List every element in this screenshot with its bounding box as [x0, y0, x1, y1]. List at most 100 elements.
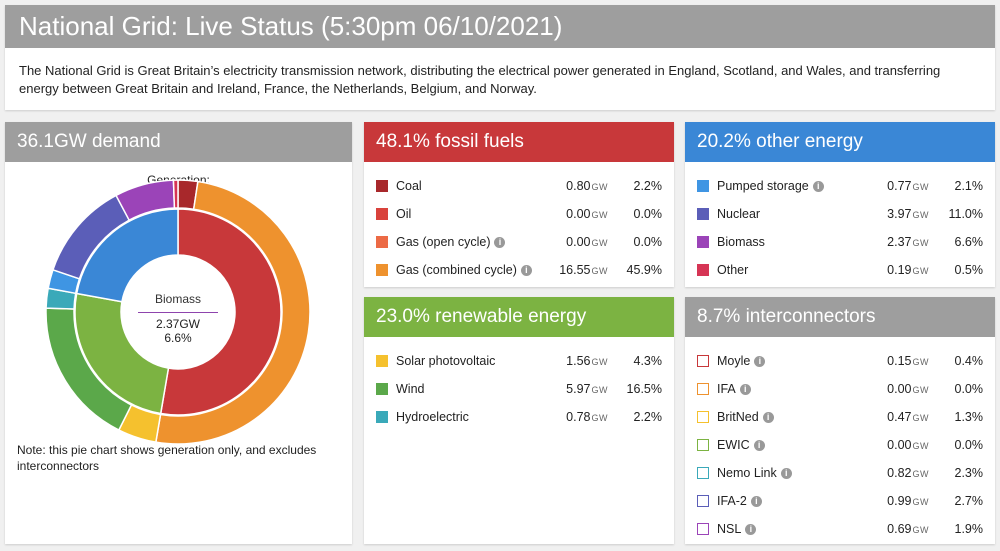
renewable-title: 23.0% renewable energy [364, 297, 674, 337]
gw-unit: GW [912, 441, 929, 451]
row-label: IFA-2 i [717, 487, 762, 515]
row-label-text: Wind [396, 382, 425, 396]
gw-number: 0.15 [887, 354, 912, 368]
row-label-text: Gas (combined cycle) [396, 263, 517, 277]
gw-number: 2.37 [887, 235, 912, 249]
row-percent: 1.9% [954, 522, 984, 536]
renewable-list: Solar photovoltaic 1.56GW 4.3% Wind 5.97GW 16… [364, 337, 674, 431]
row-label-text: Gas (open cycle) [396, 235, 491, 249]
page-description: The National Grid is Great Britain’s ele… [19, 63, 941, 96]
info-icon[interactable]: i [780, 468, 792, 479]
row-label: Oil [396, 200, 411, 228]
gw-unit: GW [912, 525, 929, 535]
gw-unit: GW [912, 413, 929, 423]
fossil-row: Oil 0.00GW 0.0% [364, 200, 674, 228]
interconnectors-row: NSL i 0.69GW 1.9% [685, 515, 995, 543]
info-icon[interactable]: i [739, 384, 751, 395]
row-label: Solar photovoltaic [396, 347, 495, 375]
row-gw-value: 5.97GW [566, 375, 608, 404]
donut-center-readout: Biomass 2.37GW 6.6% [118, 292, 238, 345]
gw-number: 3.97 [887, 207, 912, 221]
renewable-row: Wind 5.97GW 16.5% [364, 375, 674, 403]
row-percent: 2.2% [633, 410, 663, 424]
row-percent: 0.5% [954, 263, 984, 277]
fossil-row: Gas (combined cycle) i 16.55GW 45.9% [364, 256, 674, 284]
interconnectors-card: 8.7% interconnectors Moyle i 0.15GW 0.4% IFA… [685, 297, 995, 544]
row-percent: 0.0% [954, 438, 984, 452]
interconnectors-row: IFA i 0.00GW 0.0% [685, 375, 995, 403]
header-panel: National Grid: Live Status (5:30pm 06/10… [5, 5, 995, 110]
fossil-card: 48.1% fossil fuels Coal 0.80GW 2.2% Oil 0.00… [364, 122, 674, 287]
row-label: Nemo Link i [717, 459, 792, 487]
row-label-text: Biomass [717, 235, 765, 249]
color-swatch [376, 208, 388, 220]
gw-unit: GW [591, 210, 608, 220]
color-swatch [697, 495, 709, 507]
row-label-text: Hydroelectric [396, 410, 469, 424]
other-row: Nuclear 3.97GW 11.0% [685, 200, 995, 228]
row-gw-value: 16.55GW [559, 256, 608, 285]
color-swatch [697, 523, 709, 535]
interconnectors-row: Nemo Link i 0.82GW 2.3% [685, 459, 995, 487]
row-percent: 4.3% [633, 354, 663, 368]
row-label-text: Coal [396, 179, 422, 193]
color-swatch [697, 180, 709, 192]
info-icon[interactable]: i [494, 237, 506, 248]
inner-slice-other-energy[interactable] [75, 208, 179, 303]
row-percent: 2.3% [954, 466, 984, 480]
row-label-text: IFA [717, 382, 736, 396]
row-gw-value: 0.47GW [887, 403, 929, 432]
fossil-row: Coal 0.80GW 2.2% [364, 172, 674, 200]
color-swatch [697, 355, 709, 367]
color-swatch [697, 236, 709, 248]
center-divider [138, 312, 218, 313]
generation-donut-chart[interactable] [5, 162, 352, 462]
row-percent: 16.5% [626, 382, 662, 396]
info-icon[interactable]: i [754, 356, 766, 367]
outer-slice-other[interactable] [172, 179, 179, 209]
gw-number: 0.19 [887, 263, 912, 277]
row-percent: 0.4% [954, 354, 984, 368]
gw-number: 0.99 [887, 494, 912, 508]
row-label: NSL i [717, 515, 757, 543]
color-swatch [376, 383, 388, 395]
color-swatch [376, 411, 388, 423]
row-label: Moyle i [717, 347, 766, 375]
gw-number: 0.47 [887, 410, 912, 424]
row-percent: 0.0% [954, 382, 984, 396]
inner-slice-fossil-fuels[interactable] [159, 208, 282, 416]
info-icon[interactable]: i [762, 412, 774, 423]
center-gw: 2.37GW [155, 317, 200, 331]
row-percent: 2.1% [954, 179, 984, 193]
row-label: Gas (open cycle) i [396, 228, 506, 256]
row-label: Coal [396, 172, 422, 200]
row-percent: 0.0% [633, 235, 663, 249]
inner-slice-renewable-energy[interactable] [74, 292, 170, 415]
gw-unit: GW [591, 182, 608, 192]
other-row: Biomass 2.37GW 6.6% [685, 228, 995, 256]
info-icon[interactable]: i [520, 265, 532, 276]
fossil-title: 48.1% fossil fuels [364, 122, 674, 162]
info-icon[interactable]: i [745, 524, 757, 535]
gw-number: 0.00 [566, 235, 591, 249]
color-swatch [376, 236, 388, 248]
row-label-text: EWIC [717, 438, 750, 452]
outer-slice-gas-combined-cycle-[interactable] [154, 180, 311, 445]
row-gw-value: 0.19GW [887, 256, 929, 285]
row-label-text: Pumped storage [717, 179, 809, 193]
color-swatch [697, 383, 709, 395]
row-gw-value: 0.82GW [887, 459, 929, 488]
info-icon[interactable]: i [753, 440, 765, 451]
row-label: Other [717, 256, 748, 284]
gw-unit: GW [912, 385, 929, 395]
row-label-text: BritNed [717, 410, 759, 424]
color-swatch [697, 208, 709, 220]
row-label-text: Moyle [717, 354, 751, 368]
row-gw-value: 2.37GW [887, 228, 929, 257]
row-gw-value: 0.00GW [887, 375, 929, 404]
info-icon[interactable]: i [812, 181, 824, 192]
row-label-text: Nuclear [717, 207, 761, 221]
info-icon[interactable]: i [750, 496, 762, 507]
row-gw-value: 0.99GW [887, 487, 929, 516]
interconnectors-list: Moyle i 0.15GW 0.4% IFA i 0.00GW 0.0% BritNed i 0.… [685, 337, 995, 543]
